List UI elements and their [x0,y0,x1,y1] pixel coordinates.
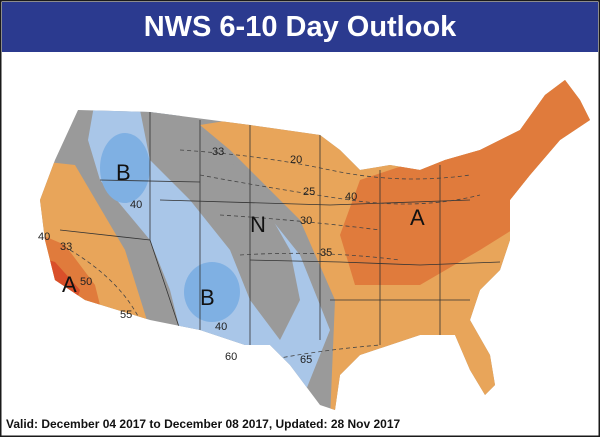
region-label: B [200,285,215,310]
region-label: N [250,212,266,237]
contour-label: 33 [60,241,72,253]
contour-label: 40 [38,231,50,243]
footer-text: Valid: December 04 2017 to December 08 2… [6,417,401,431]
contour-label: 40 [130,199,142,211]
contours [69,149,481,361]
contour-label: 33 [212,146,224,158]
title: NWS 6-10 Day Outlook [144,11,457,43]
near-normal-band [140,110,300,340]
region-label: A [410,205,425,230]
contour-label: 40 [215,321,227,333]
contour-label: 20 [290,154,302,166]
map-labels: B B N A A 33 20 25 30 40 35 40 33 40 50 … [38,146,425,366]
region-label: A [62,272,77,297]
contour-label: 50 [80,276,92,288]
contour-label: 65 [300,354,312,366]
contour-label: 40 [345,191,357,203]
contour-label: 55 [120,309,132,321]
contour-label: 60 [225,351,237,363]
below-normal-core [100,133,150,203]
below-normal-core [184,262,240,322]
contour-label: 35 [320,247,332,259]
contour-label: 30 [300,215,312,227]
region-label: B [116,160,131,185]
title-bar [2,2,598,52]
contour-label: 25 [303,186,315,198]
above-normal-strong-region [340,80,590,285]
state-boundaries [59,112,501,345]
